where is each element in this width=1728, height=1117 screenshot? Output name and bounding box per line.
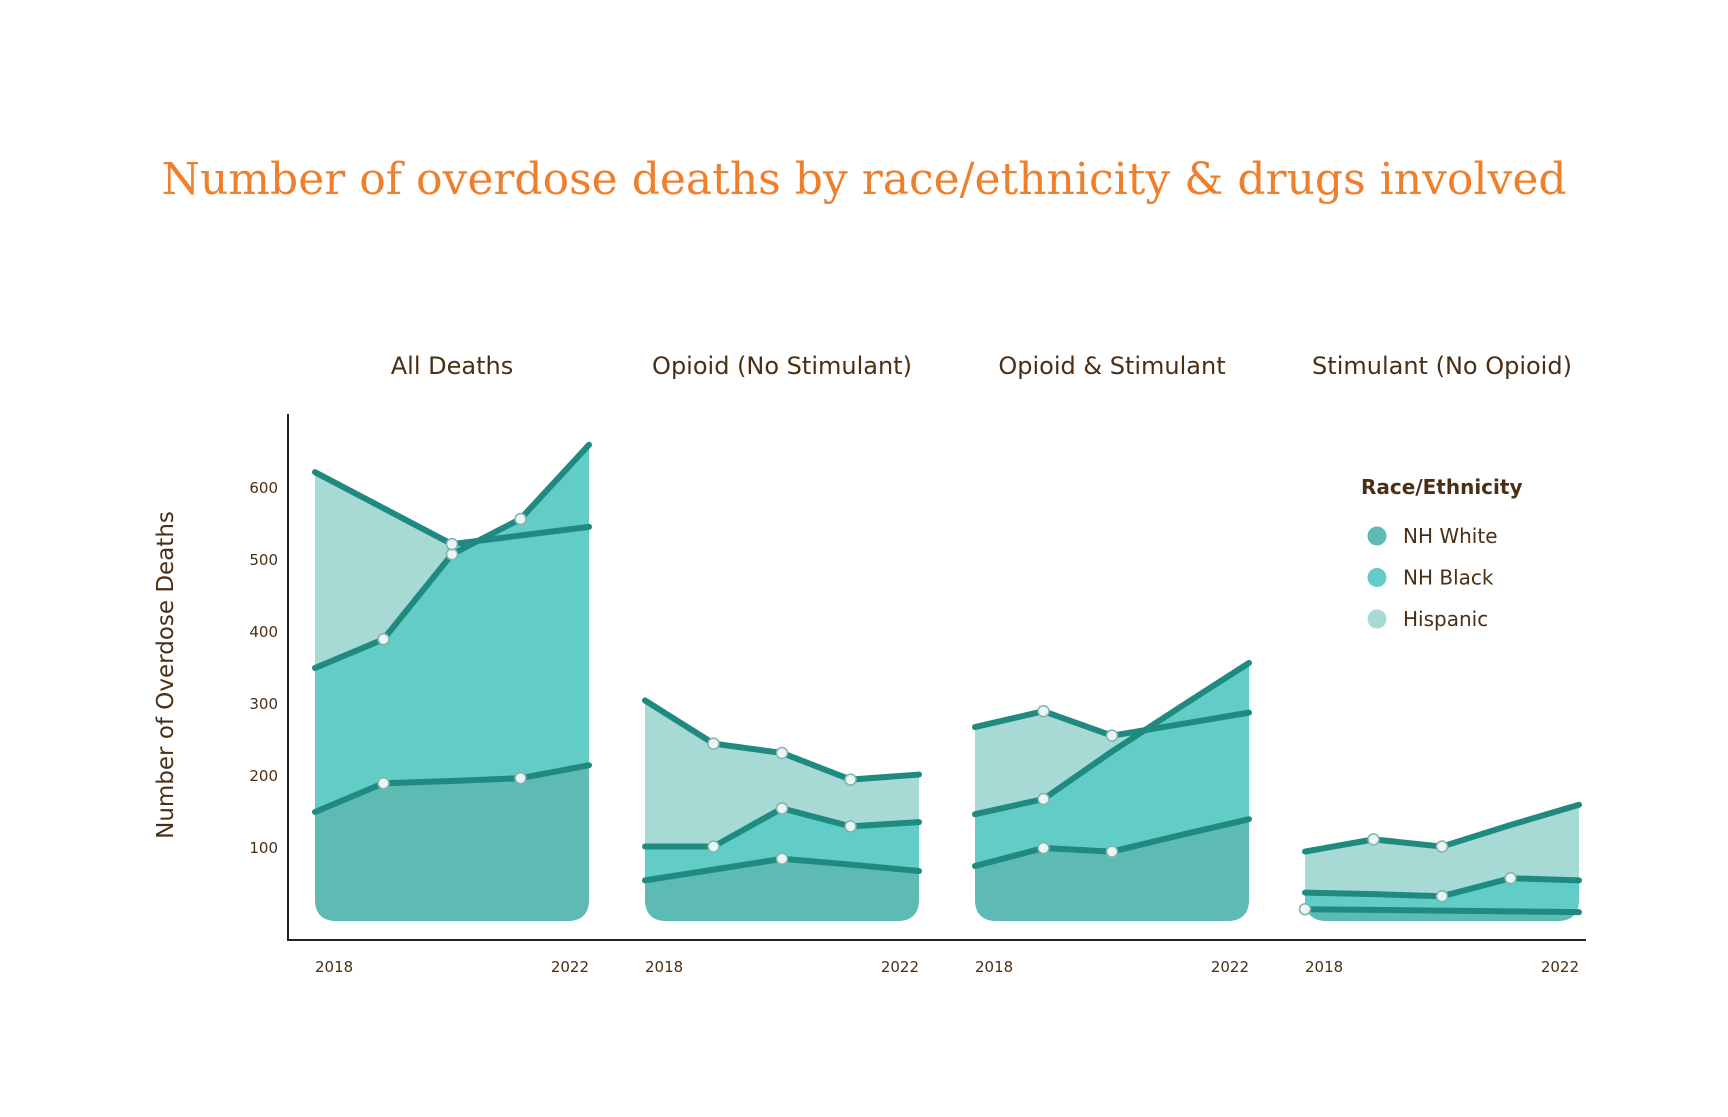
chart-title: Number of overdose deaths by race/ethnic… [161, 154, 1567, 205]
data-point [775, 852, 789, 866]
data-point [1298, 902, 1312, 916]
x-tick-label: 2018 [315, 958, 353, 976]
y-tick-label: 300 [249, 695, 278, 713]
data-point [445, 537, 459, 551]
y-tick-label: 100 [249, 839, 278, 857]
area-nh-white [975, 819, 1249, 921]
data-point [1367, 833, 1380, 846]
data-point [1435, 889, 1449, 903]
data-point [775, 802, 789, 815]
panel-title: Opioid (No Stimulant) [652, 352, 912, 380]
area-nh-white [315, 765, 589, 921]
legend-label: NH Black [1403, 566, 1494, 590]
panel-3: Opioid & Stimulant 2018 2022 [972, 352, 1252, 976]
legend-item-hispanic: Hispanic [1367, 607, 1488, 631]
legend-swatch [1367, 568, 1387, 587]
x-tick-label: 2022 [1541, 958, 1579, 976]
x-tick-label: 2022 [551, 958, 589, 976]
line-nh-white [312, 762, 592, 815]
legend-title: Race/Ethnicity [1361, 475, 1522, 499]
line-nh-black [972, 659, 1252, 818]
areas [315, 444, 589, 921]
legend-swatch [1367, 526, 1387, 546]
data-point [1037, 841, 1050, 855]
legend-label: Hispanic [1403, 607, 1488, 631]
y-tick-label: 200 [249, 767, 278, 785]
y-axis-title: Number of Overdose Deaths [153, 511, 179, 839]
data-point [1504, 871, 1517, 885]
data-point [1037, 792, 1050, 806]
y-tick-label: 500 [249, 551, 278, 569]
y-tick-label: 600 [249, 479, 278, 497]
legend-label: NH White [1403, 524, 1498, 548]
x-tick-label: 2018 [645, 958, 683, 976]
legend-swatch [1367, 609, 1387, 629]
y-tick-label: 400 [249, 623, 278, 641]
data-point [775, 746, 789, 760]
legend: Race/Ethnicity NH White NH Black Hispanic [1361, 475, 1522, 631]
data-point [1435, 840, 1449, 853]
panel-1: All Deaths 2018 2022 [312, 352, 592, 976]
data-point [514, 771, 527, 785]
panel-title: All Deaths [391, 352, 513, 380]
legend-item-nh-white: NH White [1367, 524, 1498, 548]
data-point [1105, 845, 1119, 858]
x-tick-label: 2018 [975, 958, 1013, 976]
data-point [1105, 729, 1119, 742]
x-tick-label: 2022 [1211, 958, 1249, 976]
areas [975, 662, 1249, 921]
panel-2: Opioid (No Stimulant) 2018 2022 [642, 352, 922, 976]
axes: 100 200 300 400 500 600 [249, 414, 1586, 941]
area-nh-white [645, 858, 919, 921]
data-point [377, 776, 390, 790]
data-point [707, 840, 720, 853]
data-point [844, 773, 857, 786]
panel-4: Stimulant (No Opioid) 2018 2022 [1298, 352, 1582, 976]
x-tick-label: 2022 [881, 958, 919, 976]
legend-item-nh-black: NH Black [1367, 566, 1494, 590]
data-point [707, 737, 720, 750]
x-tick-label: 2018 [1305, 958, 1343, 976]
panels: All Deaths 2018 2022 Opioid (No Stimulant) 2… [312, 352, 1582, 976]
line-nh-white [1302, 906, 1582, 916]
panel-title: Stimulant (No Opioid) [1312, 352, 1572, 380]
data-point [377, 632, 390, 646]
data-point [514, 512, 527, 526]
panel-title: Opioid & Stimulant [998, 352, 1225, 380]
data-point [1037, 704, 1050, 718]
data-point [844, 820, 857, 833]
